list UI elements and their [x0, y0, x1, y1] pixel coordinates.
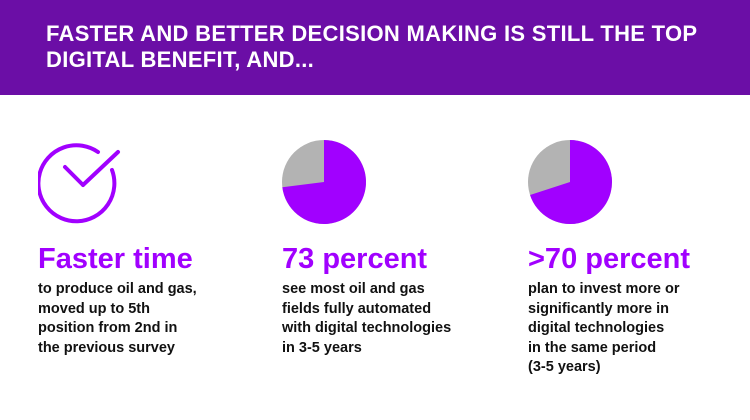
- stat-headline: >70 percent: [528, 243, 691, 275]
- stat-headline: Faster time: [38, 243, 193, 275]
- clock-check-icon: [38, 143, 120, 224]
- stat-headline: 73 percent: [282, 243, 428, 275]
- stat-description: see most oil and gas fields fully automa…: [282, 281, 452, 356]
- pie-slice-percent: [530, 140, 613, 224]
- pie-slice-percent: [282, 140, 366, 224]
- stat-description: plan to invest more or significantly mor…: [528, 281, 680, 375]
- pie-chart-icon: [528, 140, 613, 224]
- stat-description: to produce oil and gas, moved up to 5th …: [38, 281, 197, 356]
- pie-chart-icon: [282, 140, 366, 224]
- header-banner: FASTER AND BETTER DECISION MAKING IS STI…: [0, 0, 750, 95]
- banner-title: FASTER AND BETTER DECISION MAKING IS STI…: [46, 21, 698, 72]
